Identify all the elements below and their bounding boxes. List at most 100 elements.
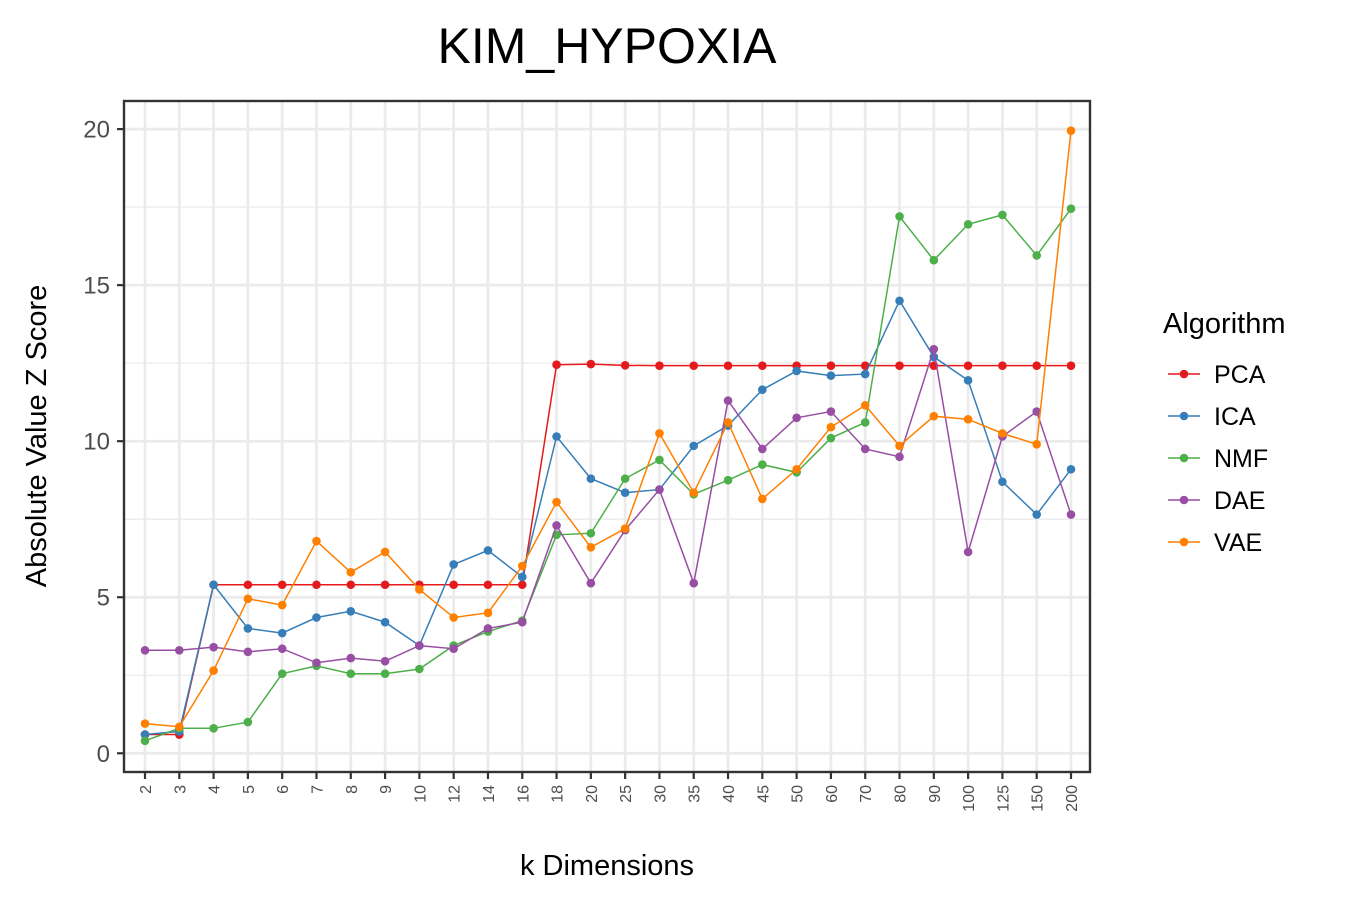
data-point xyxy=(895,441,904,451)
data-point xyxy=(243,624,253,633)
data-point xyxy=(895,361,904,370)
x-tick-label: 2 xyxy=(138,785,155,794)
series-ica xyxy=(140,296,1076,739)
legend-title: Algorithm xyxy=(1163,308,1286,340)
data-point xyxy=(415,641,424,650)
series-line-pca xyxy=(145,363,1071,736)
data-point xyxy=(517,572,527,582)
x-tick-label: 30 xyxy=(652,785,669,803)
data-point xyxy=(277,669,287,678)
x-tick-label: 60 xyxy=(824,785,841,803)
data-point xyxy=(1032,361,1042,370)
data-point xyxy=(209,666,218,675)
legend-item-dae: DAE xyxy=(1168,487,1265,515)
data-point xyxy=(312,613,321,622)
data-point xyxy=(792,464,801,474)
x-tick-label: 125 xyxy=(995,785,1012,812)
data-point xyxy=(209,642,218,652)
data-point xyxy=(312,658,321,668)
data-point xyxy=(655,455,664,465)
data-point xyxy=(449,613,458,622)
legend-label: ICA xyxy=(1214,403,1256,431)
data-point xyxy=(655,485,664,494)
data-point xyxy=(312,580,321,590)
data-point xyxy=(1066,204,1076,213)
data-point xyxy=(758,361,767,370)
data-point xyxy=(277,644,287,654)
data-point xyxy=(1032,407,1042,416)
data-point xyxy=(449,560,458,569)
data-point xyxy=(517,580,527,590)
x-tick-label: 4 xyxy=(207,785,224,794)
data-point xyxy=(174,645,184,655)
data-point xyxy=(723,418,733,427)
data-point xyxy=(1032,251,1042,260)
data-point xyxy=(689,488,699,497)
data-point xyxy=(723,396,733,405)
data-point xyxy=(552,360,561,370)
data-point xyxy=(758,385,767,394)
data-point xyxy=(723,361,733,370)
data-point xyxy=(415,664,424,674)
x-tick-label: 5 xyxy=(241,785,258,794)
data-point xyxy=(1066,361,1076,370)
data-point xyxy=(380,547,390,557)
grid xyxy=(124,101,1090,772)
legend-key-point xyxy=(1179,537,1189,547)
data-point xyxy=(1032,510,1042,519)
x-tick-label: 7 xyxy=(309,785,326,794)
x-tick-label: 20 xyxy=(584,785,601,803)
data-point xyxy=(586,474,596,483)
data-point xyxy=(140,719,150,728)
data-point xyxy=(243,580,253,590)
data-point xyxy=(277,580,287,590)
data-point xyxy=(346,567,356,577)
data-point xyxy=(826,361,836,370)
data-point xyxy=(380,617,390,627)
data-point xyxy=(860,400,870,410)
data-point xyxy=(483,580,493,590)
x-tick-label: 14 xyxy=(481,785,498,803)
legend-label: PCA xyxy=(1214,361,1266,389)
data-point xyxy=(1066,510,1076,519)
data-point xyxy=(1032,440,1042,449)
series-line-nmf xyxy=(144,208,1072,742)
data-point xyxy=(380,669,390,678)
data-point xyxy=(209,580,218,590)
data-point xyxy=(929,255,939,265)
data-point xyxy=(552,497,561,507)
data-point xyxy=(758,444,767,454)
legend-item-pca: PCA xyxy=(1168,361,1266,389)
data-point xyxy=(552,432,561,441)
data-point xyxy=(415,585,424,594)
legend-label: VAE xyxy=(1214,529,1262,557)
data-point xyxy=(963,376,973,385)
data-point xyxy=(620,524,630,533)
legend-item-vae: VAE xyxy=(1168,529,1262,557)
x-axis: 2 3 4 5 6 7 8 9 10 12 14 16 18 20 25 30 35 40 45 50 60 70 80 90… xyxy=(138,772,1081,812)
data-point xyxy=(483,608,493,618)
series-line-vae xyxy=(144,130,1072,728)
data-point xyxy=(243,594,253,604)
data-point xyxy=(963,219,973,229)
data-point xyxy=(963,547,973,557)
data-point xyxy=(929,344,939,354)
y-tick-label: 20 xyxy=(83,117,110,144)
x-tick-label: 12 xyxy=(447,785,464,803)
data-point xyxy=(792,413,801,423)
y-tick-label: 15 xyxy=(83,273,110,300)
x-tick-label: 70 xyxy=(858,785,875,803)
data-point xyxy=(449,644,458,654)
data-point xyxy=(1066,464,1076,474)
x-tick-label: 40 xyxy=(721,785,738,803)
data-point xyxy=(895,452,904,462)
legend: Algorithm PCA ICA NMF DAE VAE xyxy=(1163,308,1286,557)
data-point xyxy=(620,474,630,483)
x-tick-label: 90 xyxy=(927,785,944,803)
data-point xyxy=(586,359,596,369)
data-point xyxy=(860,444,870,454)
legend-label: DAE xyxy=(1214,487,1265,515)
y-axis-title: Absolute Value Z Score xyxy=(21,285,53,588)
x-tick-label: 9 xyxy=(378,785,395,794)
